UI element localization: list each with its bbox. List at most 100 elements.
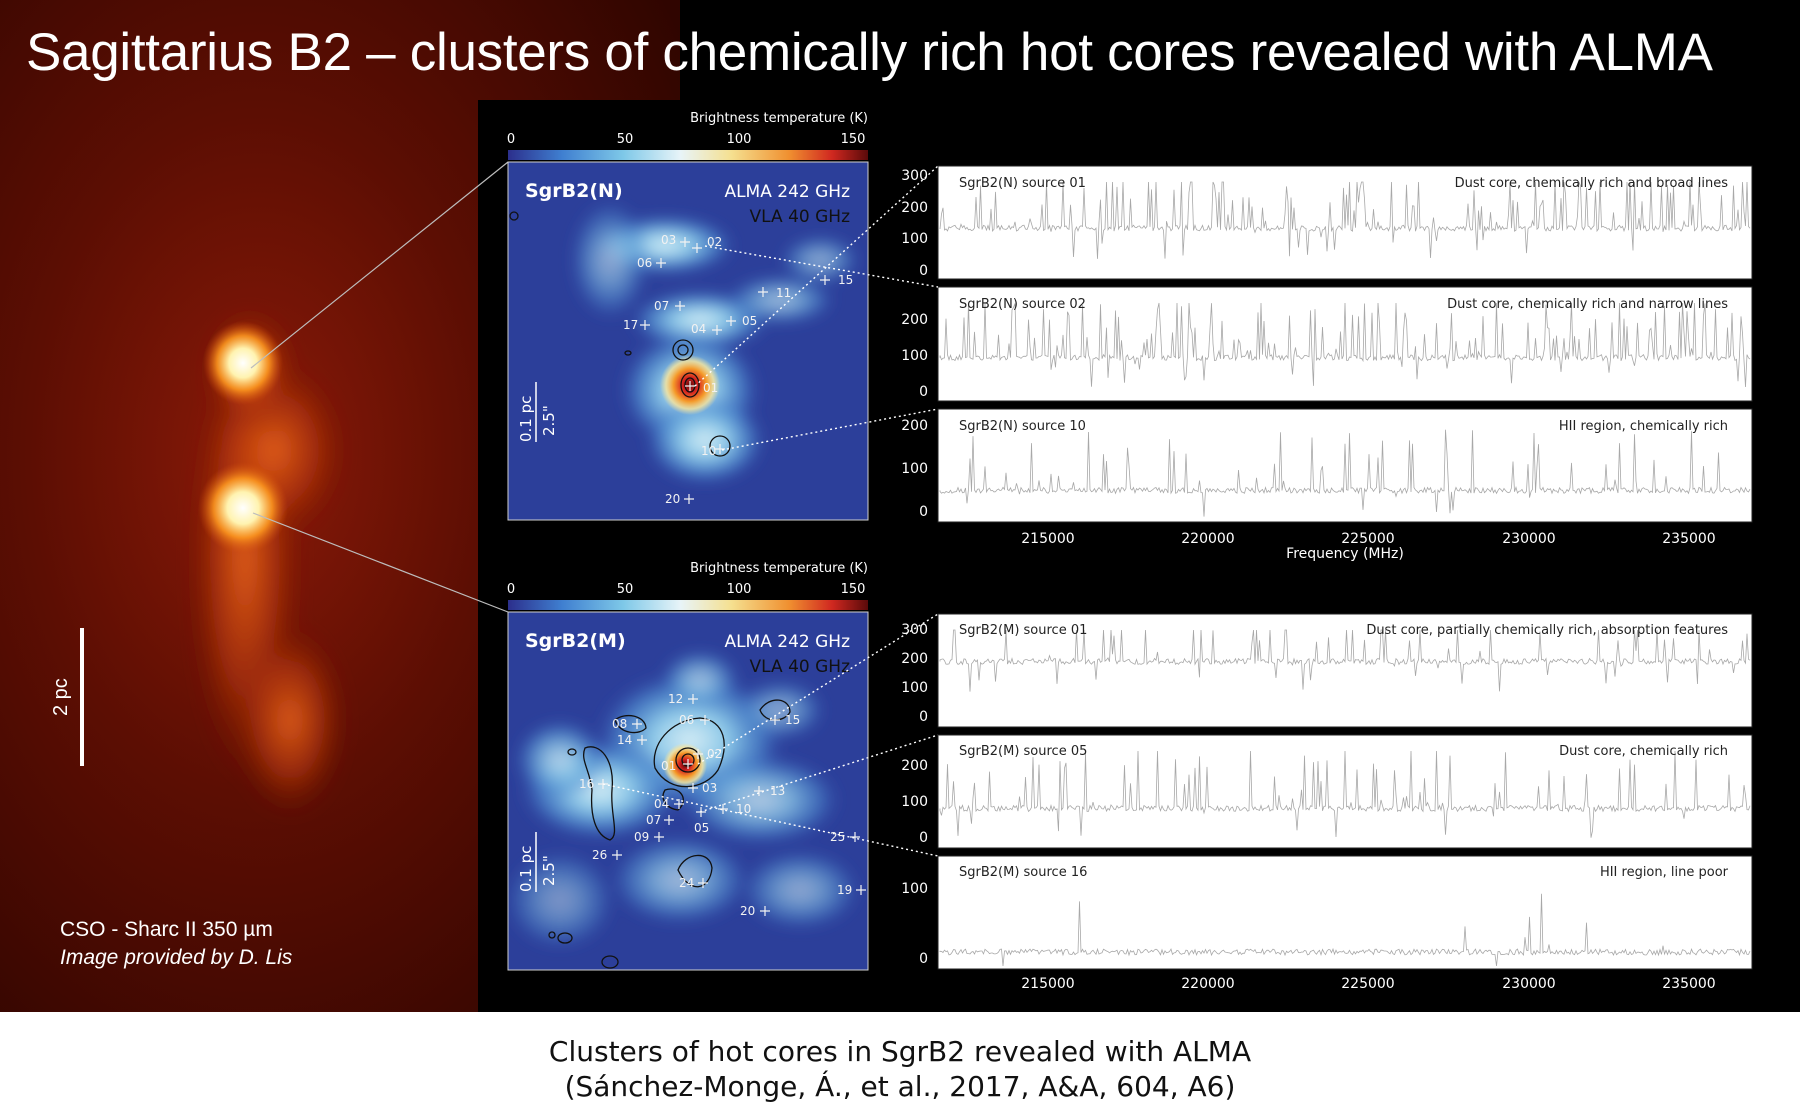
map-n-src-04: 04 xyxy=(691,322,706,336)
map-m-colorbar xyxy=(508,600,868,610)
map-n-line2: VLA 40 GHz xyxy=(750,207,851,227)
spec-m1-ytick-200: 200 xyxy=(901,651,928,667)
map-n-cbar-tick-1: 50 xyxy=(617,132,634,147)
spec-n2-ytick-200: 200 xyxy=(901,312,928,328)
spec-m1-ytick-100: 100 xyxy=(901,680,928,696)
cso-caption-line1: CSO - Sharc II 350 µm xyxy=(60,918,273,941)
map-n-scale-pc: 0.1 pc xyxy=(517,396,535,442)
caption-line1: Clusters of hot cores in SgrB2 revealed … xyxy=(548,1035,1252,1068)
spec-n2-desc: Dust core, chemically rich and narrow li… xyxy=(1447,297,1728,312)
spec-m2-ytick-0: 0 xyxy=(919,830,928,846)
map-m-src-05: 05 xyxy=(694,821,709,835)
map-n-colorbar-title: Brightness temperature (K) xyxy=(690,111,868,126)
connector-m-top xyxy=(252,512,509,613)
spec-m3-desc: HII region, line poor xyxy=(1600,865,1729,880)
map-n-src-07: 07 xyxy=(654,299,669,313)
map-m-src-14: 14 xyxy=(617,733,632,747)
map-m-src-15: 15 xyxy=(785,713,800,727)
map-m-src-24: 24 xyxy=(679,876,694,890)
map-m-src-13: 13 xyxy=(770,784,785,798)
spec-m3-ytick-100: 100 xyxy=(901,881,928,897)
map-m-colorbar-title: Brightness temperature (K) xyxy=(690,561,868,576)
map-n-src-01: 01 xyxy=(703,381,718,395)
spec-m2-desc: Dust core, chemically rich xyxy=(1559,744,1728,759)
map-m-line2: VLA 40 GHz xyxy=(750,657,851,677)
map-m-src-19: 19 xyxy=(837,883,852,897)
spectrum-trace-n-02 xyxy=(939,302,1751,388)
spectrum-trace-n-01 xyxy=(939,181,1751,259)
spec-m2-ytick-100: 100 xyxy=(901,794,928,810)
map-n-src-10: 10 xyxy=(701,444,716,458)
caption-line2: (Sánchez-Monge, Á., et al., 2017, A&A, 6… xyxy=(564,1070,1236,1103)
spec-n-xtick-225000: 225000 xyxy=(1341,531,1394,547)
spec-n2-ytick-0: 0 xyxy=(919,384,928,400)
map-m-src-03: 03 xyxy=(702,781,717,795)
source-connectors xyxy=(602,165,939,857)
map-n-src-02: 02 xyxy=(707,235,722,249)
map-n-src-05: 05 xyxy=(742,314,757,328)
cso-caption: CSO - Sharc II 350 µm Image provided by … xyxy=(60,916,292,972)
spectrum-trace-m-16 xyxy=(939,893,1751,967)
spec-m-xtick-225000: 225000 xyxy=(1341,976,1394,992)
spec-n-frame-3 xyxy=(937,408,1753,523)
map-n-cbar-tick-2: 100 xyxy=(727,132,752,147)
spec-n2-label: SgrB2(N) source 02 xyxy=(959,297,1086,312)
figure-title: Sagittarius B2 – clusters of chemically … xyxy=(26,23,1713,82)
spec-m-xtick-215000: 215000 xyxy=(1021,976,1074,992)
map-m-src-20: 20 xyxy=(740,904,755,918)
spectrum-trace-n-10 xyxy=(939,429,1751,517)
map-n-src-17: 17 xyxy=(623,318,638,332)
figure: 2 pc CSO - Sharc II 350 µm Image provide… xyxy=(0,0,1800,1012)
cso-caption-line2: Image provided by D. Lis xyxy=(60,946,293,969)
map-m-src-26: 26 xyxy=(592,848,607,862)
spec-m-frame-3 xyxy=(937,855,1753,970)
map-m-src-08: 08 xyxy=(612,717,627,731)
spectra-panels: SgrB2(N) source 01 Dust core, chemically… xyxy=(901,165,1753,992)
spec-m-xtick-220000: 220000 xyxy=(1181,976,1234,992)
map-m-src-01: 01 xyxy=(661,759,676,773)
spec-n3-label: SgrB2(N) source 10 xyxy=(959,419,1086,434)
map-n-cbar-tick-0: 0 xyxy=(507,132,515,147)
map-m-src-16: 16 xyxy=(579,777,594,791)
spec-n-xtick-235000: 235000 xyxy=(1662,531,1715,547)
spec-m1-desc: Dust core, partially chemically rich, ab… xyxy=(1366,623,1728,638)
map-m-scale-pc: 0.1 pc xyxy=(517,846,535,892)
map-m-line1: ALMA 242 GHz xyxy=(724,632,850,652)
spec-n1-desc: Dust core, chemically rich and broad lin… xyxy=(1455,176,1729,191)
map-m-src-02: 02 xyxy=(707,747,722,761)
map-n-colorbar xyxy=(508,150,868,160)
spec-m1-ytick-300: 300 xyxy=(901,622,928,638)
spectra-group-m: SgrB2(M) source 01 Dust core, partially … xyxy=(901,613,1753,992)
map-n-line1: ALMA 242 GHz xyxy=(724,182,850,202)
spec-n3-ytick-200: 200 xyxy=(901,418,928,434)
spec-m-xtick-235000: 235000 xyxy=(1662,976,1715,992)
map-n-name: SgrB2(N) xyxy=(525,180,623,202)
spec-n-xtick-215000: 215000 xyxy=(1021,531,1074,547)
spec-n3-ytick-100: 100 xyxy=(901,461,928,477)
spec-n-xtick-230000: 230000 xyxy=(1502,531,1555,547)
figure-overlay: Brightness temperature (K) 0 50 100 150 xyxy=(250,111,1753,992)
map-m-src-06: 06 xyxy=(679,713,694,727)
spectrum-trace-m-01 xyxy=(939,629,1751,692)
connector-n-top xyxy=(250,161,509,369)
map-m-scale-arcsec: 2.5" xyxy=(540,855,558,886)
spec-n1-ytick-100: 100 xyxy=(901,231,928,247)
figure-caption: Clusters of hot cores in SgrB2 revealed … xyxy=(0,1034,1800,1104)
spec-m3-label: SgrB2(M) source 16 xyxy=(959,865,1087,880)
spec-n-xlabel: Frequency (MHz) xyxy=(1286,546,1404,562)
spec-m3-ytick-0: 0 xyxy=(919,951,928,967)
spec-n1-ytick-300: 300 xyxy=(901,168,928,184)
spec-m1-label: SgrB2(M) source 01 xyxy=(959,623,1087,638)
map-m-cbar-tick-2: 100 xyxy=(727,582,752,597)
map-m-src-07: 07 xyxy=(646,813,661,827)
spec-n1-ytick-0: 0 xyxy=(919,263,928,279)
map-m-src-10: 10 xyxy=(736,802,751,816)
spec-n2-ytick-100: 100 xyxy=(901,348,928,364)
map-m-cbar-tick-1: 50 xyxy=(617,582,634,597)
map-m-src-12: 12 xyxy=(668,692,683,706)
spec-n1-label: SgrB2(N) source 01 xyxy=(959,176,1086,191)
map-n-src-06: 06 xyxy=(637,256,652,270)
spec-m1-ytick-0: 0 xyxy=(919,709,928,725)
map-m-cbar-tick-0: 0 xyxy=(507,582,515,597)
map-sgrb2m: Brightness temperature (K) 0 50 100 150 xyxy=(507,561,869,971)
